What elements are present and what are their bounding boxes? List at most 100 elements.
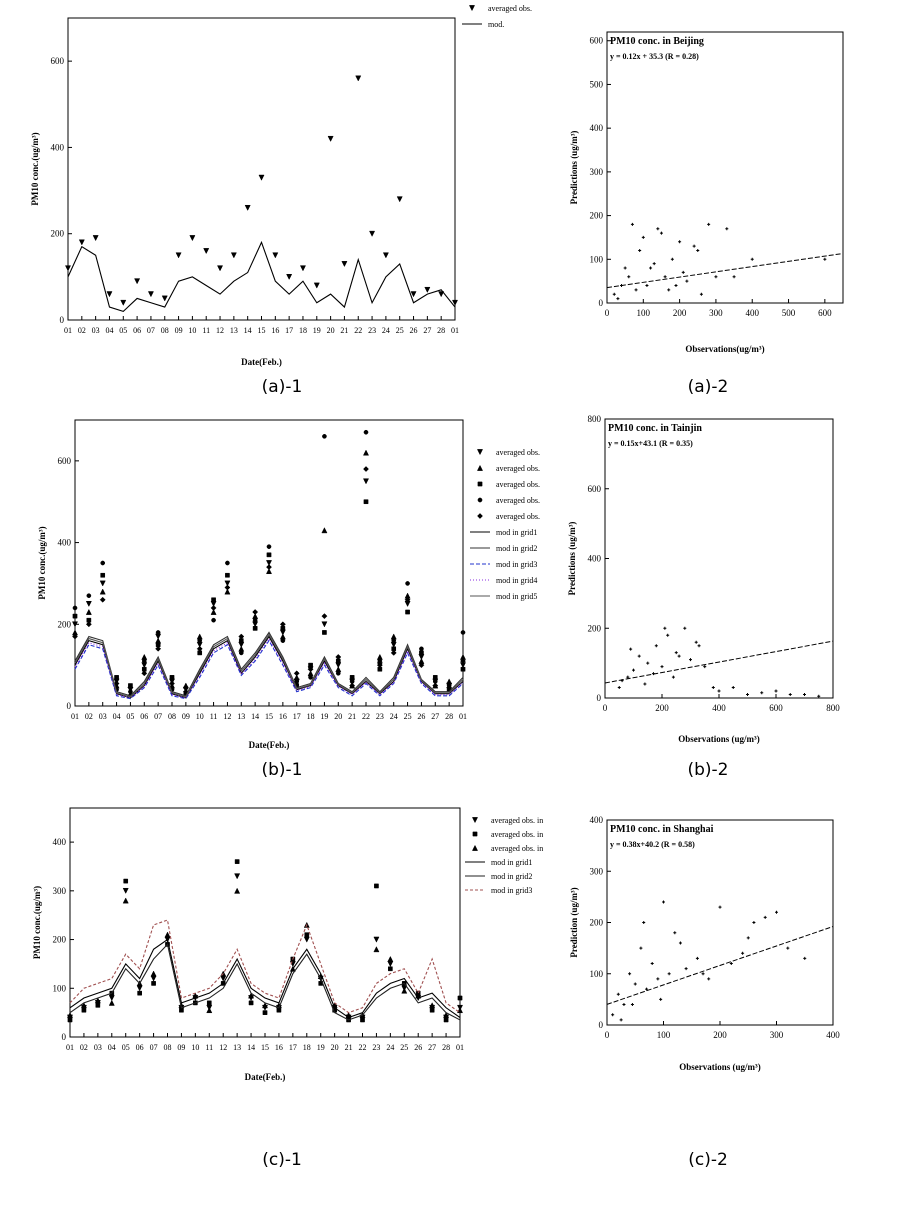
y-tick-label: 200 (58, 619, 72, 629)
scatter-point (659, 231, 663, 235)
obs-point (183, 685, 189, 690)
scatter-point (750, 257, 754, 261)
obs-point (321, 621, 328, 628)
x-tick-label: 13 (233, 1043, 241, 1052)
scatter-point (629, 647, 633, 651)
y-tick-label: 200 (588, 623, 602, 633)
x-tick-label: 26 (414, 1043, 422, 1052)
obs-point (258, 174, 265, 181)
caption: (a)-1 (262, 377, 303, 397)
y-tick-label: 0 (67, 701, 72, 711)
obs-point (349, 675, 355, 680)
y-tick-label: 0 (60, 315, 65, 325)
obs-point (72, 605, 78, 611)
legend-label: averaged obs. in (491, 844, 543, 853)
legend-label: averaged obs. in (491, 830, 543, 839)
x-tick-label: 19 (313, 326, 321, 335)
y-tick-label: 100 (590, 254, 604, 264)
scatter-point (677, 654, 681, 658)
scatter-point (667, 972, 671, 976)
y-tick-label: 800 (588, 414, 602, 424)
x-tick-label: 14 (244, 326, 252, 335)
obs-point (238, 633, 245, 640)
plot-frame (606, 819, 834, 1026)
obs-point (362, 449, 370, 456)
model-line (74, 637, 464, 699)
obs-point (307, 666, 314, 673)
obs-point (95, 1003, 101, 1008)
scatter-point (619, 1018, 623, 1022)
scatter-point (725, 227, 729, 231)
x-axis-label: Date(Feb.) (241, 357, 282, 367)
x-tick-label: 05 (119, 326, 127, 335)
obs-point (419, 646, 424, 652)
scatter-point (746, 693, 749, 697)
x-tick-label: 13 (237, 712, 245, 721)
obs-point (419, 650, 424, 656)
obs-point (460, 666, 466, 672)
x-tick-label: 21 (340, 326, 348, 335)
obs-point (451, 299, 459, 306)
scatter-point (667, 288, 671, 292)
scatter-point (641, 235, 645, 239)
scatter-point (694, 640, 698, 644)
y-tick-label: 400 (51, 142, 65, 152)
x-tick-label: 23 (372, 1043, 380, 1052)
obs-point (151, 981, 156, 986)
x-tick-label: 14 (247, 1043, 255, 1052)
obs-point (123, 878, 129, 884)
plot-frame (67, 17, 456, 321)
obs-point (147, 291, 154, 298)
obs-point (100, 560, 106, 566)
y-tick-label: 300 (590, 866, 604, 876)
obs-point (80, 1002, 87, 1009)
scatter-point (741, 951, 745, 955)
x-tick-label: 19 (317, 1043, 325, 1052)
obs-point (405, 581, 410, 586)
legend-label: averaged obs. (496, 496, 540, 505)
obs-point (327, 135, 334, 142)
x-tick-label: 01 (456, 1043, 464, 1052)
x-tick-label: 200 (655, 703, 669, 713)
legend-marker (472, 831, 478, 837)
obs-point (179, 1007, 184, 1013)
scatter-point (643, 682, 647, 686)
obs-point (225, 572, 230, 578)
scatter-point (628, 972, 632, 976)
obs-point (308, 675, 313, 680)
scatter-point (616, 992, 620, 996)
fit-line (604, 640, 834, 684)
obs-point (418, 662, 425, 669)
scatter-point (703, 665, 707, 669)
obs-point (404, 596, 411, 603)
scatter-point (663, 626, 667, 630)
legend-marker (471, 817, 479, 824)
obs-point (262, 1010, 268, 1015)
x-axis-label: Observations (ug/m³) (679, 1062, 760, 1072)
y-tick-label: 600 (51, 56, 65, 66)
obs-point (443, 1011, 450, 1018)
obs-point (279, 621, 286, 628)
obs-point (141, 670, 148, 677)
legend-label: mod in grid3 (496, 560, 537, 569)
obs-point (355, 75, 362, 82)
obs-point (164, 931, 171, 938)
x-tick-label: 18 (303, 1043, 311, 1052)
legend-label: mod. (488, 20, 504, 29)
scatter-point (627, 275, 631, 279)
model-line (74, 633, 464, 698)
legend-marker (468, 5, 476, 12)
scatter-point (681, 270, 685, 274)
obs-point (438, 291, 445, 298)
obs-point (206, 1000, 212, 1006)
obs-point (127, 684, 134, 691)
scatter-point (786, 946, 790, 950)
scatter-point (659, 997, 663, 1001)
model-line (74, 631, 464, 697)
y-tick-label: 200 (590, 918, 604, 928)
scatter-point (763, 915, 767, 919)
legend-marker (471, 844, 479, 851)
caption: (c)-1 (262, 1150, 302, 1170)
equation: y = 0.15x+43.1 (R = 0.35) (608, 439, 693, 448)
obs-point (150, 970, 157, 977)
